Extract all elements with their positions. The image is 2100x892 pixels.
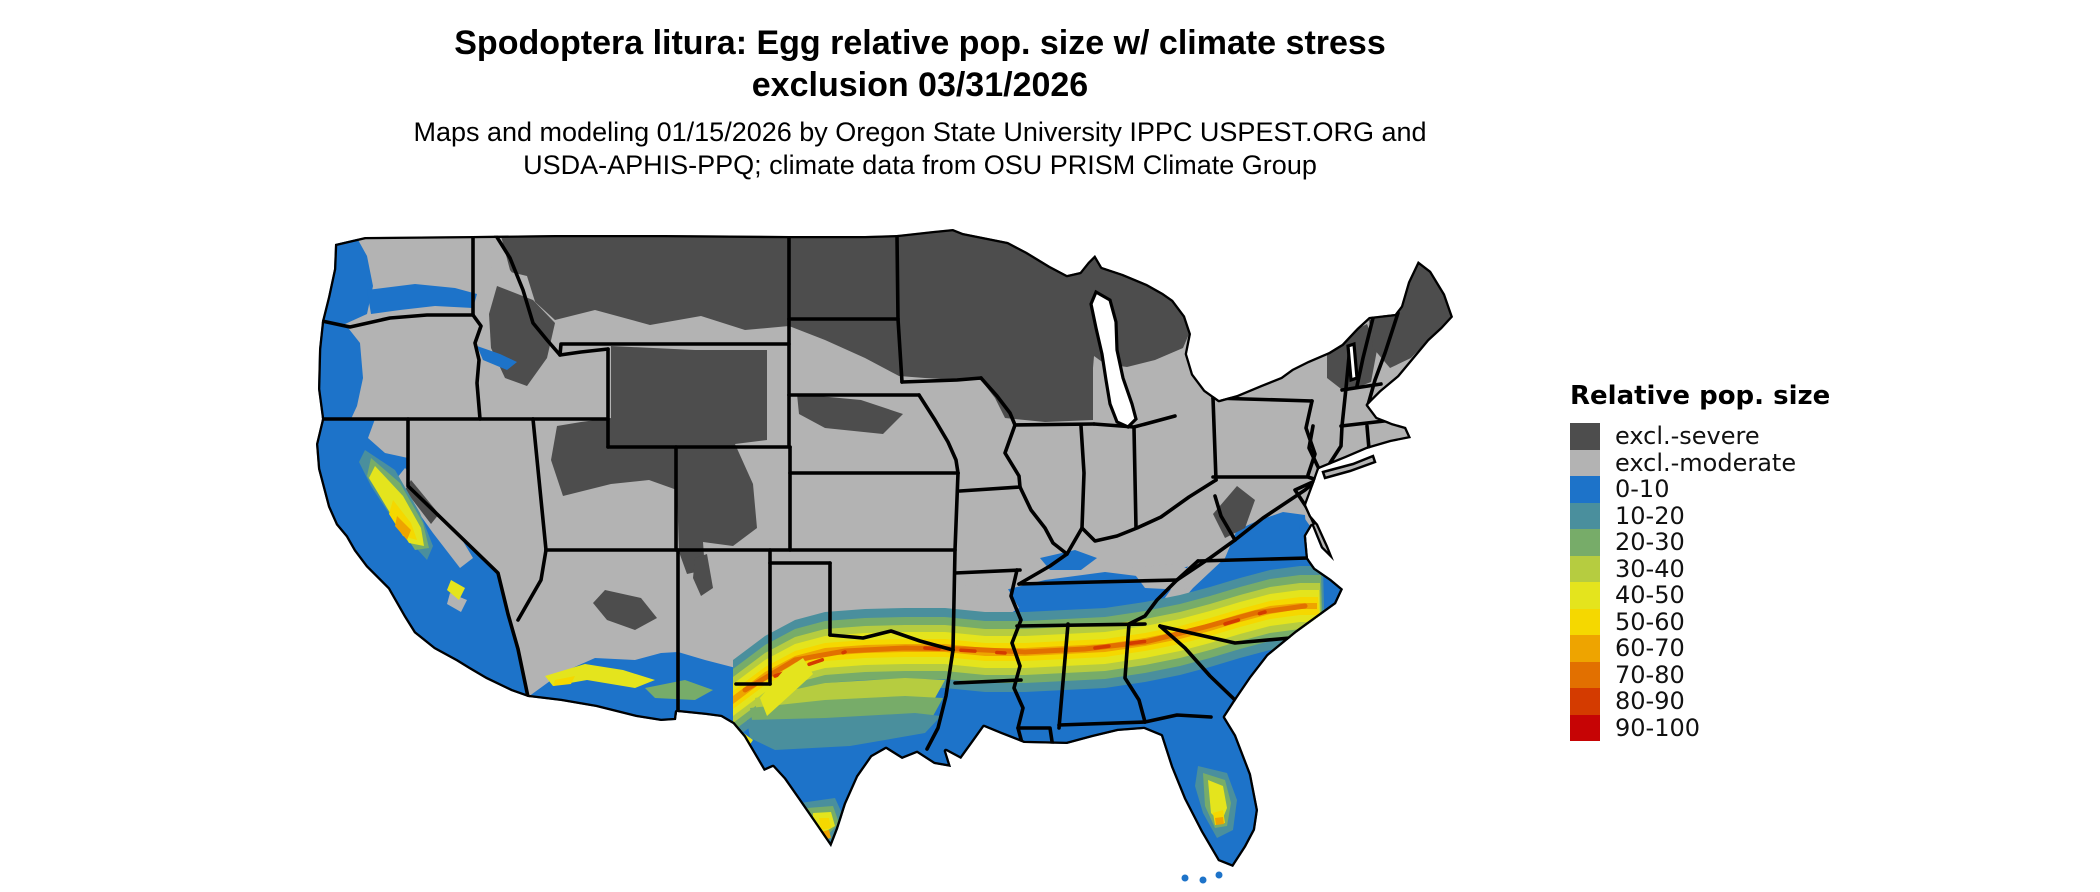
spot-arizona-gold — [553, 676, 575, 686]
legend-swatch-0-10 — [1570, 476, 1600, 503]
legend-label: 0-10 — [1615, 475, 1670, 503]
spot-socal-yellow — [447, 580, 465, 600]
florida-keys — [1181, 871, 1223, 884]
legend-row: 30-40 — [1570, 554, 1830, 583]
band-texas-teal-wash — [747, 713, 941, 750]
region-gray-appalachia — [1155, 520, 1241, 618]
legend-label: excl.-moderate — [1615, 448, 1797, 477]
legend-label: 50-60 — [1615, 607, 1685, 636]
legend-swatch-30-40 — [1570, 555, 1600, 582]
long-island — [1321, 454, 1377, 480]
legend-swatch-60-70 — [1570, 635, 1600, 662]
title-line-2: exclusion 03/31/2026 — [751, 66, 1089, 104]
page-subtitle: Maps and modeling 01/15/2026 by Oregon S… — [0, 116, 1840, 182]
region-severe-arizona — [593, 590, 657, 630]
legend-label: 80-90 — [1615, 687, 1685, 715]
spot-stexas-gold — [819, 818, 831, 830]
region-blue-columbia-basin — [367, 284, 477, 314]
legend-swatch-80-90 — [1570, 688, 1600, 715]
region-gray-modoc — [368, 419, 408, 458]
legend-row: excl.-moderate — [1570, 448, 1830, 477]
legend-row: 80-90 — [1570, 688, 1830, 715]
legend-row: 90-100 — [1570, 713, 1830, 742]
region-severe-rockies — [551, 346, 767, 574]
region-excl-severe-north — [501, 230, 1189, 422]
lake-champlain — [1346, 341, 1359, 383]
band-70-80-core — [742, 603, 1308, 693]
conus-outline — [316, 229, 1453, 867]
spot-arizona-yellow — [545, 664, 655, 688]
spot-valley-orange — [395, 516, 411, 540]
page-title: Spodoptera litura: Egg relative pop. siz… — [0, 22, 1840, 106]
legend-swatch-40-50 — [1570, 582, 1600, 609]
legend-row: excl.-severe — [1570, 423, 1830, 450]
region-severe-westvirginia — [1213, 486, 1255, 538]
map-fill-layers — [316, 229, 1453, 867]
region-severe-newmexico — [693, 554, 713, 596]
legend-swatch-excl.-moderate — [1570, 449, 1600, 476]
map-legend: Relative pop. size excl.-severe excl.-mod… — [1570, 381, 1830, 741]
us-map-canvas — [316, 229, 1453, 884]
legend-swatch-70-80 — [1570, 661, 1600, 688]
lake-michigan — [1089, 289, 1138, 429]
subtitle-line-2: USDA-APHIS-PPQ; climate data from OSU PR… — [523, 150, 1317, 180]
legend-label: 30-40 — [1615, 554, 1685, 583]
region-gray-nashville — [1130, 564, 1200, 590]
legend-row: 20-30 — [1570, 529, 1830, 556]
region-blue-california — [316, 419, 528, 697]
legend-label: 10-20 — [1615, 501, 1685, 530]
us-map — [305, 228, 1522, 884]
region-severe-nebraska — [797, 394, 903, 434]
legend-row: 10-20 — [1570, 501, 1830, 530]
legend-swatch-10-20 — [1570, 502, 1600, 529]
legend-label: 60-70 — [1615, 634, 1685, 662]
band-80-90-flecks — [773, 610, 1267, 678]
legend-row: 60-70 — [1570, 635, 1830, 662]
legend-title: Relative pop. size — [1570, 381, 1831, 411]
legend-rows: excl.-severe excl.-moderate 0-10 10-20 20-30… — [1570, 423, 1830, 741]
legend-swatch-excl.-severe — [1570, 423, 1600, 450]
spot-florida-orange — [1215, 817, 1224, 825]
legend-label: 40-50 — [1615, 581, 1685, 609]
legend-swatch-50-60 — [1570, 608, 1600, 635]
legend-row: 40-50 — [1570, 582, 1830, 609]
legend-row: 70-80 — [1570, 660, 1830, 689]
title-line-1: Spodoptera litura: Egg relative pop. siz… — [454, 24, 1386, 62]
legend-swatch-90-100 — [1570, 714, 1600, 741]
legend-label: 20-30 — [1615, 528, 1685, 556]
region-blue-snake-plain — [477, 346, 517, 370]
legend-row: 0-10 — [1570, 476, 1830, 503]
region-blue-oregon-coast — [318, 321, 363, 419]
legend-label: 90-100 — [1615, 713, 1701, 742]
band-caprock-lobe — [760, 658, 813, 716]
region-gray-mojave — [447, 593, 467, 612]
legend-row: 50-60 — [1570, 607, 1830, 636]
state-borders — [320, 232, 1400, 751]
legend-swatch-20-30 — [1570, 529, 1600, 556]
legend-label: excl.-severe — [1615, 422, 1760, 450]
legend-label: 70-80 — [1615, 660, 1685, 689]
subtitle-line-1: Maps and modeling 01/15/2026 by Oregon S… — [413, 117, 1427, 147]
